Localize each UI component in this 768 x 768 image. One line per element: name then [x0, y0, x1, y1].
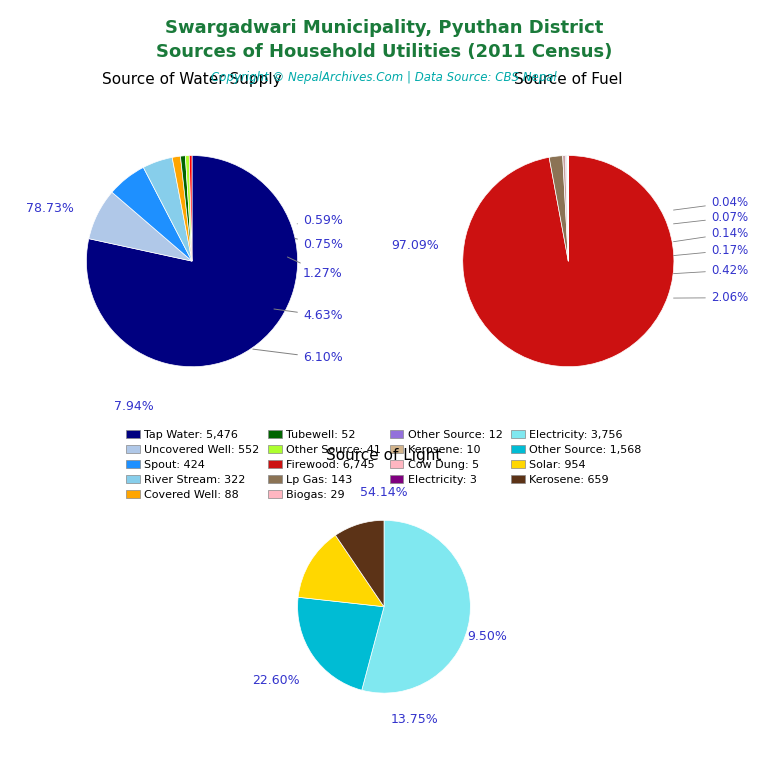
Text: 2.06%: 2.06% — [674, 291, 748, 304]
Wedge shape — [180, 156, 192, 261]
Wedge shape — [185, 156, 192, 261]
Wedge shape — [144, 157, 192, 261]
Wedge shape — [549, 156, 568, 261]
Wedge shape — [172, 156, 192, 261]
Text: 6.10%: 6.10% — [253, 349, 343, 365]
Text: Swargadwari Municipality, Pyuthan District
Sources of Household Utilities (2011 : Swargadwari Municipality, Pyuthan Distri… — [156, 19, 612, 61]
Title: Source of Light: Source of Light — [326, 449, 442, 463]
Text: 0.14%: 0.14% — [674, 227, 748, 242]
Wedge shape — [89, 192, 192, 261]
Text: 0.17%: 0.17% — [674, 243, 748, 257]
Wedge shape — [87, 155, 297, 366]
Wedge shape — [298, 598, 384, 690]
Text: 0.75%: 0.75% — [295, 238, 343, 251]
Text: 9.50%: 9.50% — [468, 631, 508, 644]
Text: 54.14%: 54.14% — [360, 486, 408, 499]
Text: 13.75%: 13.75% — [390, 713, 438, 726]
Text: 4.63%: 4.63% — [274, 309, 343, 323]
Wedge shape — [298, 535, 384, 607]
Wedge shape — [567, 156, 568, 261]
Text: 1.27%: 1.27% — [287, 257, 343, 280]
Title: Source of Fuel: Source of Fuel — [514, 72, 623, 87]
Wedge shape — [362, 521, 470, 693]
Text: 0.42%: 0.42% — [674, 263, 748, 276]
Wedge shape — [336, 521, 384, 607]
Text: 0.07%: 0.07% — [674, 211, 748, 224]
Text: Copyright © NepalArchives.Com | Data Source: CBS Nepal: Copyright © NepalArchives.Com | Data Sou… — [211, 71, 557, 84]
Wedge shape — [112, 167, 192, 261]
Title: Source of Water Supply: Source of Water Supply — [102, 72, 282, 87]
Text: 78.73%: 78.73% — [25, 202, 74, 215]
Text: 7.94%: 7.94% — [114, 400, 154, 413]
Text: 0.04%: 0.04% — [674, 196, 748, 210]
Wedge shape — [463, 155, 674, 366]
Text: 0.59%: 0.59% — [297, 214, 343, 227]
Wedge shape — [563, 156, 568, 261]
Wedge shape — [189, 155, 192, 261]
Text: 97.09%: 97.09% — [392, 239, 439, 252]
Wedge shape — [565, 156, 568, 261]
Text: 22.60%: 22.60% — [252, 674, 300, 687]
Legend: Tap Water: 5,476, Uncovered Well: 552, Spout: 424, River Stream: 322, Covered We: Tap Water: 5,476, Uncovered Well: 552, S… — [127, 429, 641, 500]
